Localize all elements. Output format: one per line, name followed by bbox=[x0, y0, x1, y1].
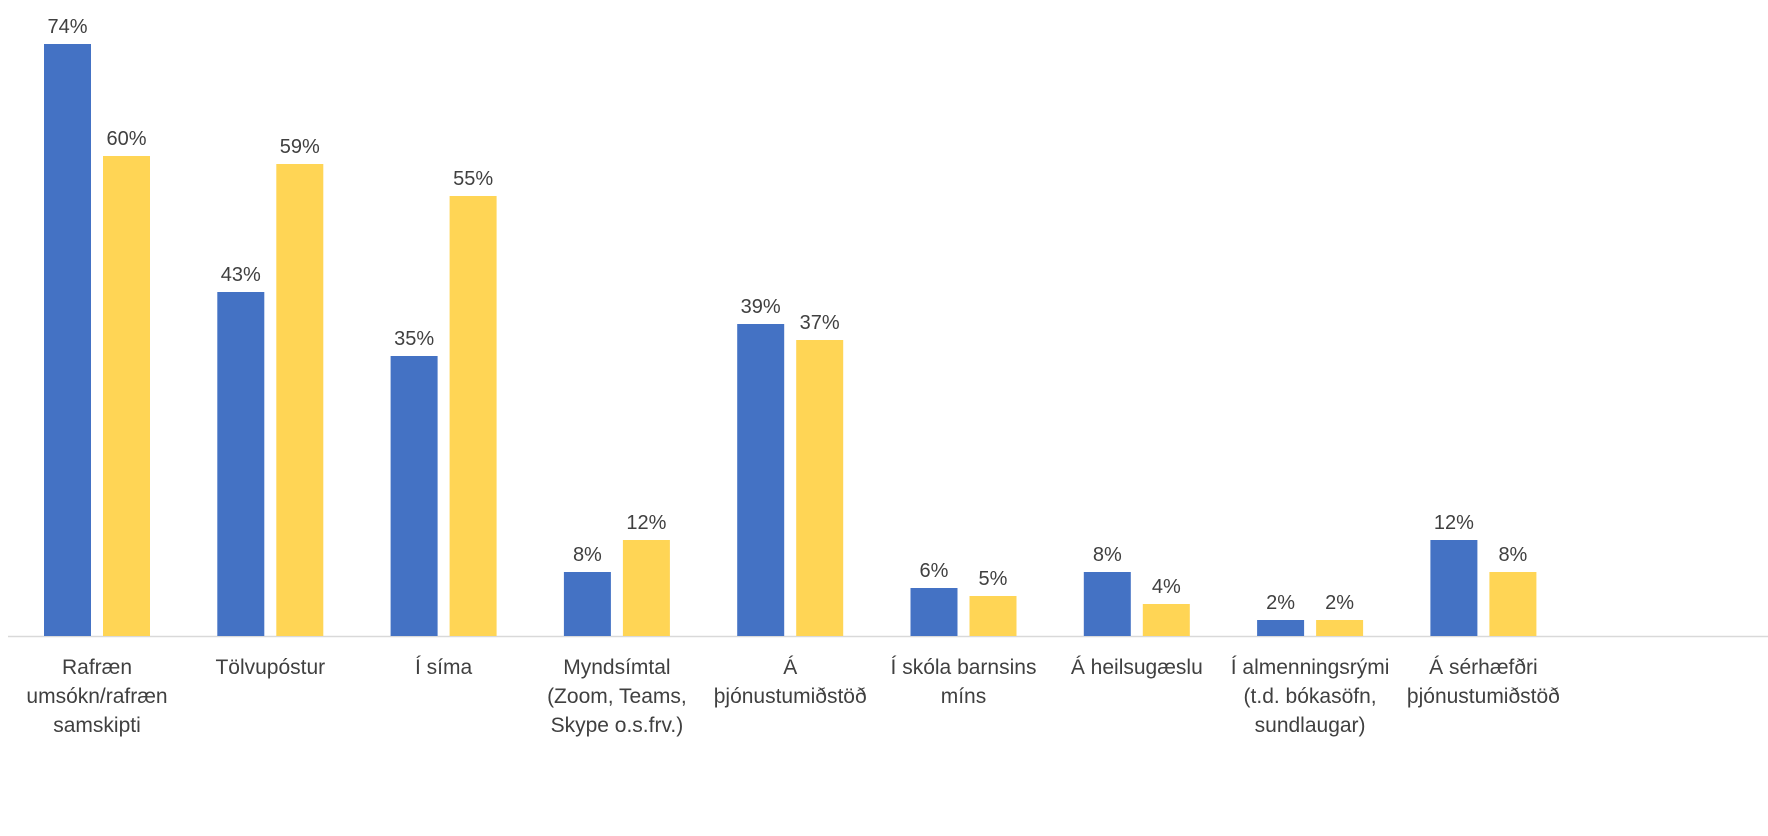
category-label-line: Í almenningsrými bbox=[1231, 656, 1390, 679]
data-label-series-2-4: 12% bbox=[626, 512, 666, 534]
category-label-line: þjónustumiðstöð bbox=[1407, 685, 1560, 708]
data-label-series-2-1: 60% bbox=[106, 128, 146, 150]
bar-series-1-2 bbox=[217, 292, 265, 636]
bar-series-1-5 bbox=[737, 324, 785, 636]
bar-series-1-4 bbox=[563, 572, 611, 636]
data-label-series-2-8: 2% bbox=[1325, 592, 1354, 614]
category-label-line: Í skóla barnsins bbox=[891, 656, 1037, 679]
category-label-line: sundlaugar) bbox=[1255, 714, 1366, 737]
category-label-line: þjónustumiðstöð bbox=[714, 685, 867, 708]
category-label-9: Á sérhæfðri þjónustumiðstöð bbox=[1407, 656, 1560, 708]
data-label-series-2-7: 4% bbox=[1152, 576, 1181, 598]
category-label-3: Í síma bbox=[415, 656, 472, 679]
category-label-7: Á heilsugæslu bbox=[1071, 656, 1203, 679]
category-label-1: Rafræn umsókn/rafræn samskipti bbox=[26, 656, 167, 737]
data-label-series-2-9: 8% bbox=[1498, 544, 1527, 566]
category-label-line: Á heilsugæslu bbox=[1071, 656, 1203, 679]
category-label-8: Í almenningsrými (t.d. bókasöfn, sundlauga… bbox=[1231, 656, 1390, 737]
bar-series-1-1 bbox=[44, 44, 91, 636]
category-label-2: Tölvupóstur bbox=[215, 656, 325, 679]
category-label-4: Myndsímtal (Zoom, Teams, Skype o.s.frv.) bbox=[547, 656, 687, 737]
category-label-line: Skype o.s.frv.) bbox=[551, 714, 684, 737]
bar-series-2-2 bbox=[276, 164, 324, 636]
bar-series-1-6 bbox=[910, 588, 958, 636]
bar-series-2-1 bbox=[103, 156, 150, 636]
data-label-series-2-3: 55% bbox=[453, 168, 493, 190]
data-label-series-1-9: 12% bbox=[1434, 512, 1474, 534]
data-label-series-2-2: 59% bbox=[280, 136, 320, 158]
bar-series-2-7 bbox=[1142, 604, 1190, 636]
data-label-series-1-3: 35% bbox=[394, 328, 434, 350]
category-label-line: Á sérhæfðri bbox=[1429, 656, 1538, 679]
category-label-line: umsókn/rafræn bbox=[26, 685, 167, 708]
data-label-series-1-2: 43% bbox=[221, 264, 261, 286]
category-label-line: (Zoom, Teams, bbox=[547, 685, 687, 708]
data-label-series-1-5: 39% bbox=[741, 296, 781, 318]
data-label-series-1-1: 74% bbox=[47, 16, 87, 38]
category-label-line: Rafræn bbox=[62, 656, 132, 679]
bar-series-2-9 bbox=[1489, 572, 1537, 636]
bar-series-1-9 bbox=[1430, 540, 1478, 636]
bar-series-2-6 bbox=[969, 596, 1017, 636]
bar-series-2-3 bbox=[449, 196, 497, 636]
category-label-line: samskipti bbox=[53, 714, 141, 737]
bar-series-1-7 bbox=[1083, 572, 1131, 636]
data-label-series-1-7: 8% bbox=[1093, 544, 1122, 566]
data-label-series-2-6: 5% bbox=[979, 568, 1008, 590]
data-label-series-1-8: 2% bbox=[1266, 592, 1295, 614]
data-label-series-1-4: 8% bbox=[573, 544, 602, 566]
category-label-6: Í skóla barnsins míns bbox=[891, 656, 1037, 708]
category-label-line: míns bbox=[941, 685, 987, 708]
data-label-series-2-5: 37% bbox=[800, 312, 840, 334]
bar-series-2-8 bbox=[1316, 620, 1364, 636]
category-label-line: Tölvupóstur bbox=[215, 656, 325, 679]
category-label-line: Á bbox=[783, 656, 797, 679]
category-label-line: Myndsímtal bbox=[563, 656, 670, 679]
bar-series-1-3 bbox=[390, 356, 438, 636]
bar-series-2-4 bbox=[622, 540, 670, 636]
category-label-line: Í síma bbox=[415, 656, 472, 679]
category-label-line: (t.d. bókasöfn, bbox=[1244, 685, 1377, 708]
data-label-series-1-6: 6% bbox=[920, 560, 949, 582]
bar-series-1-8 bbox=[1257, 620, 1305, 636]
bar-series-2-5 bbox=[796, 340, 844, 636]
